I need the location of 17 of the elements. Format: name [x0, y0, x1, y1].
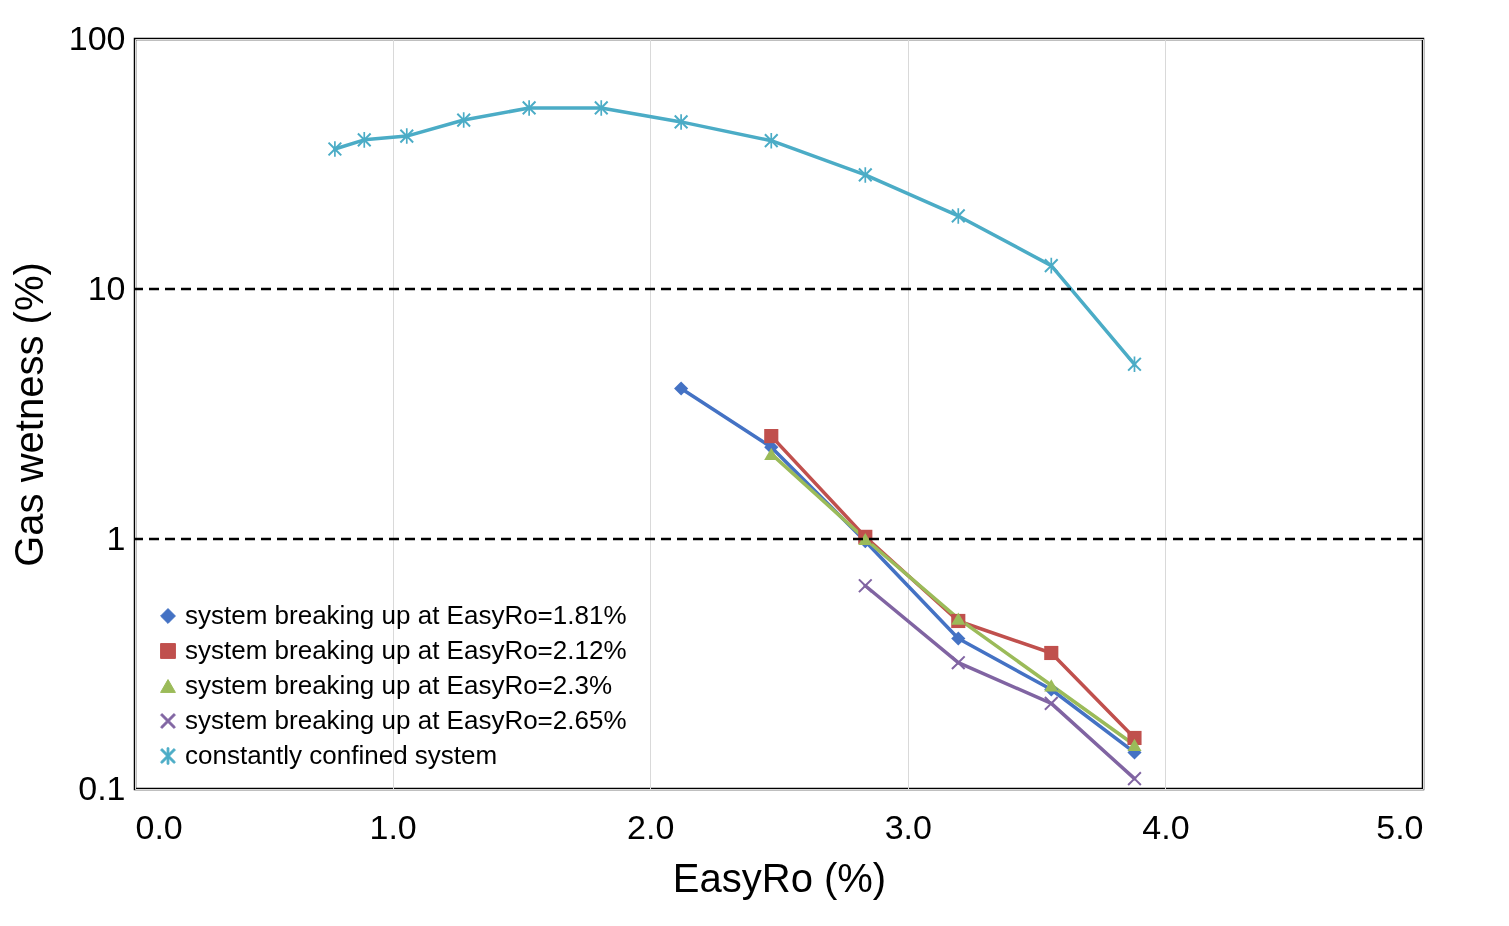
y-tick-label: 1: [106, 518, 126, 557]
legend-label: system breaking up at EasyRo=2.3%: [185, 670, 613, 700]
x-tick-label: 5.0: [1376, 807, 1424, 846]
x-tick-label: 2.0: [627, 807, 675, 846]
x-axis-title: EasyRo (%): [672, 855, 887, 900]
y-axis-title: Gas wetness (%): [6, 262, 51, 567]
y-tick-label: 0.1: [78, 768, 126, 807]
x-tick-label: 4.0: [1142, 807, 1190, 846]
x-tick-label: 1.0: [369, 807, 417, 846]
x-tick-label: 0.0: [135, 807, 183, 846]
legend-label: system breaking up at EasyRo=2.12%: [185, 635, 627, 665]
legend-label: system breaking up at EasyRo=2.65%: [185, 705, 627, 735]
x-tick-label: 3.0: [884, 807, 932, 846]
y-tick-label: 10: [87, 268, 126, 307]
legend-label: constantly confined system: [185, 740, 498, 770]
y-tick-label: 100: [68, 18, 126, 57]
legend-label: system breaking up at EasyRo=1.81%: [185, 600, 627, 630]
